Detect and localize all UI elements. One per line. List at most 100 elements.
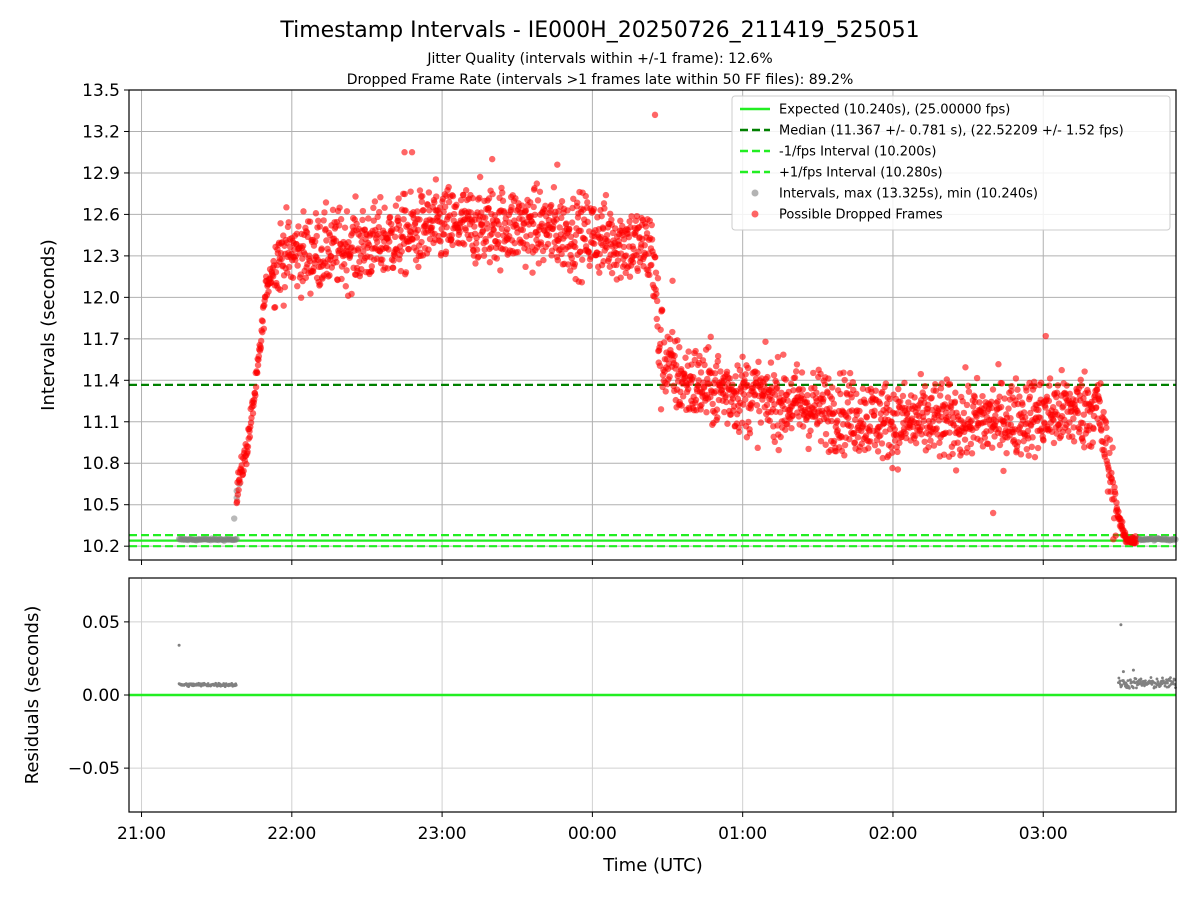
dropped-frame-point <box>653 290 660 298</box>
dropped-frame-point <box>584 218 591 226</box>
dropped-frame-point <box>313 232 320 240</box>
dropped-frame-point <box>244 448 251 455</box>
dropped-frame-point <box>352 193 359 200</box>
dropped-frame-point <box>449 192 457 200</box>
dropped-frame-point <box>1029 434 1036 441</box>
legend-dropped-frames-swatch <box>751 210 759 218</box>
dropped-frame-point <box>850 430 858 437</box>
dropped-frame-point <box>277 220 284 227</box>
dropped-frame-point <box>488 155 496 163</box>
dropped-frame-point <box>365 215 372 222</box>
dropped-frame-point <box>345 238 352 246</box>
residual-point <box>1120 683 1124 687</box>
dropped-frame-point <box>793 361 801 368</box>
dropped-frame-point <box>469 194 476 202</box>
dropped-frame-point <box>432 176 440 183</box>
dropped-frame-point <box>1042 332 1049 340</box>
dropped-frame-point <box>247 419 255 426</box>
dropped-frame-point <box>1001 395 1008 402</box>
dropped-frame-point <box>988 404 996 412</box>
dropped-frame-point <box>753 402 761 409</box>
dropped-frame-point <box>254 369 261 377</box>
dropped-frame-point <box>271 304 279 311</box>
dropped-frame-point <box>652 254 659 261</box>
dropped-frame-point <box>527 199 534 206</box>
dropped-frame-point <box>481 214 489 221</box>
dropped-frame-point <box>813 389 820 396</box>
dropped-frame-point <box>867 438 874 445</box>
dropped-frame-point <box>648 236 656 243</box>
dropped-frame-point <box>297 294 305 301</box>
dropped-frame-point <box>889 464 896 472</box>
dropped-frame-point <box>353 220 360 228</box>
dropped-frame-point <box>473 246 481 253</box>
dropped-frame-point <box>1005 405 1012 412</box>
dropped-frame-point <box>326 272 333 279</box>
dropped-frame-point <box>930 442 938 449</box>
dropped-frame-point <box>483 225 491 232</box>
residual-point <box>1135 686 1138 690</box>
dropped-frame-point <box>657 326 664 333</box>
dropped-frame-point <box>962 364 969 371</box>
dropped-frame-point <box>787 380 795 388</box>
dropped-frame-point <box>788 425 795 432</box>
dropped-frame-point <box>1113 499 1120 506</box>
dropped-frame-point <box>377 193 384 201</box>
residual-point <box>1129 678 1132 682</box>
residual-point <box>1155 677 1159 681</box>
dropped-frame-point <box>840 369 847 376</box>
dropped-frame-point <box>777 408 784 416</box>
dropped-frame-point <box>579 256 586 263</box>
dropped-frame-point <box>257 337 265 345</box>
dropped-frame-point <box>826 405 833 412</box>
x-tick-label-5: 02:00 <box>868 824 917 844</box>
dropped-frame-point <box>671 352 678 359</box>
dropped-frame-point <box>379 256 386 263</box>
dropped-frame-point <box>782 426 789 433</box>
dropped-frame-point <box>1025 452 1032 459</box>
dropped-frame-point <box>886 395 893 403</box>
dropped-frame-point <box>473 240 480 247</box>
dropped-frame-point <box>894 466 902 473</box>
dropped-frame-point <box>440 231 448 238</box>
dropped-frame-point <box>626 273 634 280</box>
dropped-frame-point <box>315 217 322 224</box>
dropped-frame-point <box>666 335 674 343</box>
dropped-frame-point <box>688 361 695 368</box>
dropped-frame-point <box>486 259 494 266</box>
dropped-frame-point <box>1108 469 1115 477</box>
dropped-frame-point <box>742 371 749 378</box>
dropped-frame-point <box>1037 379 1045 386</box>
dropped-frame-point <box>870 412 878 419</box>
dropped-frame-point <box>997 403 1005 411</box>
dropped-frame-point <box>844 414 852 422</box>
dropped-frame-point <box>462 187 470 194</box>
dropped-frame-point <box>312 210 320 217</box>
residuals-y-tick-label-0: −0.05 <box>68 759 120 779</box>
dropped-frame-point <box>936 439 943 446</box>
dropped-frame-point <box>449 241 456 249</box>
dropped-frame-point <box>799 423 807 430</box>
dropped-frame-point <box>707 333 714 341</box>
dropped-frame-point <box>302 274 310 281</box>
dropped-frame-point <box>1016 393 1023 400</box>
dropped-frame-point <box>1102 440 1109 447</box>
dropped-frame-point <box>375 208 383 216</box>
dropped-frame-point <box>530 203 537 211</box>
dropped-frame-point <box>625 233 633 241</box>
legend-median-label: Median (11.367 +/- 0.781 s), (22.52209 +… <box>779 124 1124 139</box>
dropped-frame-point <box>322 199 330 206</box>
dropped-frame-point <box>598 212 605 220</box>
dropped-frame-point <box>608 269 616 277</box>
dropped-frame-point <box>849 378 857 386</box>
dropped-frame-point <box>771 391 779 398</box>
residual-point <box>1156 680 1160 683</box>
dropped-frame-point <box>674 337 681 344</box>
legend-box <box>731 95 1171 231</box>
dropped-frame-point <box>940 451 948 458</box>
dropped-frame-point <box>828 395 836 402</box>
dropped-frame-point <box>899 392 907 400</box>
dropped-frame-point <box>538 220 546 228</box>
dropped-frame-point <box>300 208 307 215</box>
dropped-frame-point <box>348 290 355 298</box>
